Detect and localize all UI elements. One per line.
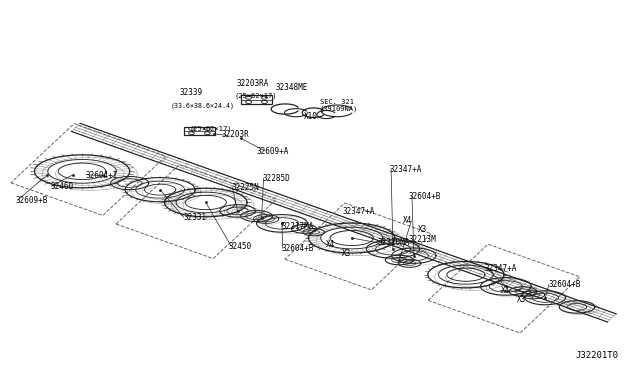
Text: 32450: 32450 [228, 242, 251, 251]
Text: J32201T0: J32201T0 [575, 351, 618, 360]
Text: 32217MA: 32217MA [282, 222, 314, 231]
Text: 32213M: 32213M [409, 235, 436, 244]
Text: 32604+B: 32604+B [548, 280, 580, 289]
Text: 32460: 32460 [51, 182, 74, 190]
Text: 32347+A: 32347+A [390, 165, 422, 174]
Text: (25×62×17): (25×62×17) [234, 93, 277, 99]
Text: 32331: 32331 [184, 213, 207, 222]
Text: (33.6×38.6×24.4): (33.6×38.6×24.4) [171, 102, 235, 109]
Text: 32347+A: 32347+A [342, 207, 374, 216]
Text: 32285D: 32285D [263, 174, 291, 183]
Text: SEC. 321
(39109NA): SEC. 321 (39109NA) [320, 99, 358, 112]
Text: 32339: 32339 [179, 88, 202, 97]
Text: X4: X4 [326, 240, 335, 249]
Text: X10: X10 [304, 112, 318, 121]
Text: 32604+B: 32604+B [409, 192, 441, 202]
Text: 32609+B: 32609+B [15, 196, 48, 205]
Text: X3: X3 [516, 295, 526, 304]
Text: X4: X4 [501, 286, 510, 295]
Text: 32203R: 32203R [221, 130, 250, 139]
Text: 32310MA: 32310MA [377, 238, 410, 247]
Bar [241, 96, 273, 104]
Text: 32604+I: 32604+I [85, 170, 118, 180]
Text: X3: X3 [419, 225, 428, 234]
Text: 32348ME: 32348ME [276, 83, 308, 92]
Text: 32604+B: 32604+B [282, 244, 314, 253]
Text: X4: X4 [403, 216, 412, 225]
Text: 32347+A: 32347+A [485, 264, 517, 273]
Text: (25×62×17): (25×62×17) [190, 126, 232, 132]
Text: 32203RA: 32203RA [236, 79, 269, 88]
Text: X3: X3 [342, 249, 351, 258]
Text: 32225N: 32225N [231, 183, 259, 192]
Text: 32609+A: 32609+A [257, 147, 289, 156]
Bar [184, 126, 215, 135]
